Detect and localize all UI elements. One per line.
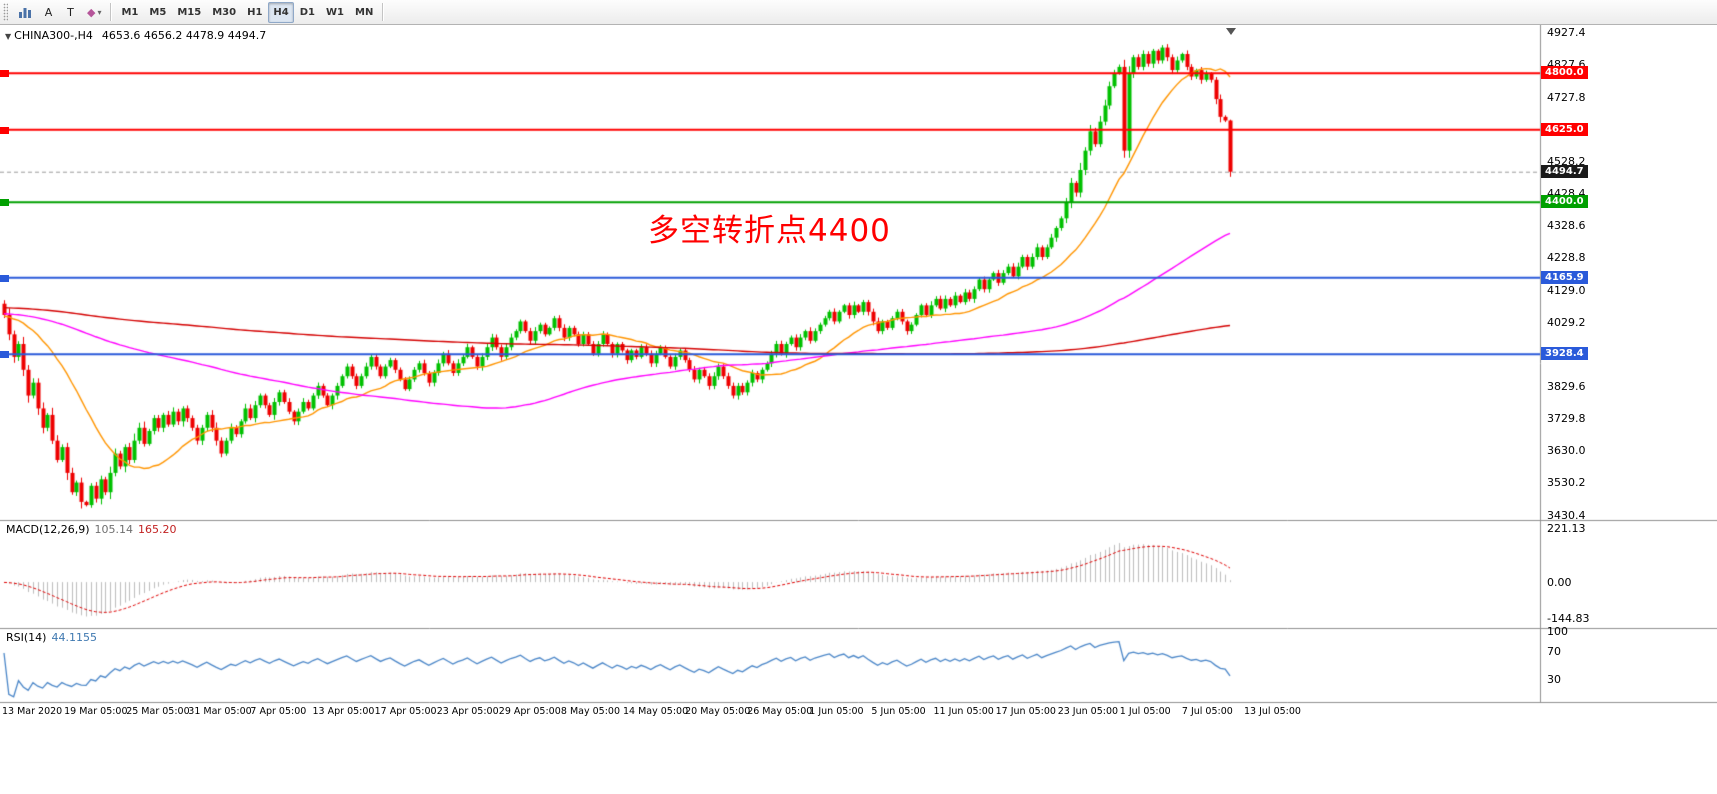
level-left-marker [0, 274, 9, 282]
price-tick-label: 3829.6 [1547, 380, 1586, 394]
timeframe-M1-button[interactable]: M1 [116, 2, 143, 23]
macd-indicator-label: MACD(12,26,9) 105.14 165.20 [6, 523, 182, 536]
timeframe-H4-button[interactable]: H4 [268, 1, 294, 23]
price-tick-label: 3630.0 [1547, 444, 1586, 458]
charts-toolbar-button[interactable] [13, 2, 37, 23]
time-axis[interactable]: 13 Mar 2020 19 Mar 05:00 25 Mar 05:00 31 Ma… [0, 702, 1717, 724]
drawing-tools-group: A T ◆ ▾ [13, 2, 106, 23]
time-axis-label: 13 Jul 05:00 [1244, 706, 1301, 717]
price-tick-label: 4927.4 [1547, 26, 1586, 40]
time-axis-label: 13 Mar 2020 [2, 706, 63, 717]
time-axis-label: 1 Jun 05:00 [809, 706, 864, 717]
level-price-badge: 4800.0 [1541, 66, 1588, 80]
text-tool-button-glyph: T [67, 5, 74, 19]
toolbar-separator [110, 3, 113, 21]
price-tick-label: 3729.8 [1547, 412, 1586, 426]
timeframe-M30-button[interactable]: M30 [207, 2, 241, 23]
time-axis-label: 14 May 05:00 [623, 706, 689, 717]
macd-axis-label: 221.13 [1547, 521, 1586, 535]
collapse-icon: ▼ [5, 32, 12, 41]
level-price-badge: 4400.0 [1541, 195, 1588, 209]
chart-canvas[interactable] [0, 25, 1717, 794]
time-axis-label: 25 Mar 05:00 [126, 706, 190, 717]
price-tick-label: 4129.0 [1547, 283, 1586, 297]
level-left-marker [0, 351, 9, 359]
text-tool-button[interactable]: T [60, 2, 81, 23]
annotation-text[interactable]: 多空转折点4400 [648, 213, 891, 249]
time-axis-label: 1 Jul 05:00 [1119, 706, 1171, 717]
price-tick-label: 4029.2 [1547, 315, 1586, 329]
price-tick-label: 4328.6 [1547, 219, 1586, 233]
level-price-badge: 4165.9 [1541, 270, 1588, 284]
timeframe-M15-button[interactable]: M15 [172, 2, 206, 23]
macd-signal-value: 165.20 [138, 523, 177, 536]
time-axis-label: 7 Apr 05:00 [250, 706, 307, 717]
chart-title: ▼ CHINA300-,H4 4653.6 4656.2 4478.9 4494.7 [5, 29, 266, 42]
chart-shift-marker-icon[interactable] [1226, 28, 1236, 35]
cursor-tool-button-glyph: A [44, 5, 53, 19]
rsi-axis-label: 30 [1547, 672, 1561, 686]
macd-axis-label: -144.83 [1547, 611, 1590, 625]
time-axis-label: 29 Apr 05:00 [498, 706, 561, 717]
time-axis-label: 11 Jun 05:00 [933, 706, 994, 717]
chart-bars-icon [19, 7, 31, 18]
timeframe-D1-button[interactable]: D1 [295, 2, 320, 23]
toolbar-separator [382, 3, 385, 21]
ohlc-values: 4653.6 4656.2 4478.9 4494.7 [101, 29, 267, 42]
time-axis-label: 26 May 05:00 [747, 706, 813, 717]
timeframe-group: M1 M5 M15 M30 H1 H4 D1 W1 MN [116, 1, 378, 23]
price-tick-label: 4228.8 [1547, 251, 1586, 265]
rsi-axis-label: 100 [1547, 625, 1568, 638]
time-axis-label: 7 Jul 05:00 [1181, 706, 1233, 717]
time-axis-label: 20 May 05:00 [685, 706, 751, 717]
timeframe-M5-button[interactable]: M5 [144, 2, 171, 23]
time-axis-label: 13 Apr 05:00 [312, 706, 375, 717]
macd-main-value: 105.14 [94, 523, 134, 536]
current-price-badge: 4494.7 [1541, 164, 1588, 178]
price-tick-label: 4727.8 [1547, 90, 1586, 104]
timeframe-H1-button[interactable]: H1 [242, 2, 267, 23]
level-price-badge: 3928.4 [1541, 347, 1588, 361]
rsi-indicator-label: RSI(14) 44.1155 [6, 631, 102, 644]
rsi-name: RSI(14) [6, 631, 47, 644]
time-axis-label: 23 Apr 05:00 [436, 706, 499, 717]
symbol-period-label: CHINA300-,H4 [14, 29, 93, 42]
timeframe-MN-button[interactable]: MN [350, 2, 378, 23]
timeframe-W1-button[interactable]: W1 [321, 2, 349, 23]
cursor-tool-button[interactable]: A [38, 2, 59, 23]
level-left-marker [0, 126, 9, 134]
time-axis-label: 17 Apr 05:00 [374, 706, 437, 717]
rsi-value: 44.1155 [51, 631, 97, 644]
chevron-down-icon: ▾ [97, 7, 102, 17]
toolbar: A T ◆ ▾ M1 M5 M15 M30 H1 H4 D1 W1 MN [0, 0, 1717, 25]
time-axis-label: 31 Mar 05:00 [188, 706, 252, 717]
time-axis-label: 19 Mar 05:00 [64, 706, 128, 717]
price-tick-label: 3530.2 [1547, 476, 1586, 490]
macd-axis-label: 0.00 [1547, 576, 1572, 590]
toolbar-grip-handle[interactable] [3, 3, 8, 21]
price-tick-label: 4528.2 [1547, 154, 1586, 168]
price-tick-label: 3430.4 [1547, 508, 1586, 522]
macd-name: MACD(12,26,9) [6, 523, 90, 536]
shapes-tool-button[interactable]: ◆ ▾ [82, 2, 106, 23]
time-axis-label: 5 Jun 05:00 [871, 706, 926, 717]
time-axis-label: 17 Jun 05:00 [995, 706, 1056, 717]
chart-area: ▼ CHINA300-,H4 4653.6 4656.2 4478.9 4494.7… [0, 25, 1717, 794]
price-axis[interactable]: 4927.4 4827.6 4727.8 4528.2 4428.4 4328.6 4228… [1540, 25, 1717, 702]
shapes-tool-button-glyph: ◆ [87, 5, 96, 19]
time-axis-label: 8 May 05:00 [560, 706, 620, 717]
level-price-badge: 4625.0 [1541, 122, 1588, 136]
rsi-axis-label: 70 [1547, 645, 1561, 659]
level-left-marker [0, 199, 9, 207]
level-left-marker [0, 70, 9, 78]
time-axis-label: 23 Jun 05:00 [1057, 706, 1119, 717]
